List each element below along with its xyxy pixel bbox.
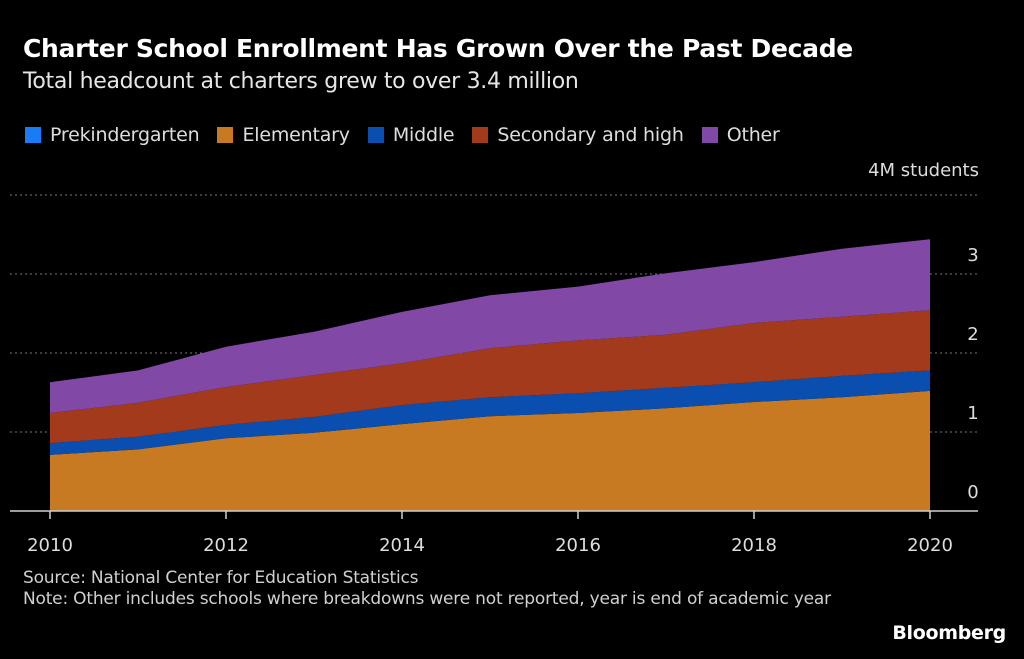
x-tick-label: 2012: [203, 535, 249, 556]
area-middle: [50, 370, 930, 455]
area-other: [50, 239, 930, 413]
y-tick-labels: 0 1 2 3: [967, 245, 978, 503]
legend-label: Middle: [392, 124, 455, 146]
legend-swatch-prekindergarten: [25, 127, 41, 143]
legend-item-other: Other: [701, 124, 780, 146]
legend-item-secondary: Secondary and high: [472, 124, 684, 146]
x-tick-label: 2016: [555, 535, 601, 556]
legend-item-prekindergarten: Prekindergarten: [25, 124, 200, 146]
footer-notes: Source: National Center for Education St…: [23, 568, 843, 610]
legend-label: Other: [726, 124, 780, 146]
source-note: Source: National Center for Education St…: [23, 568, 419, 588]
legend-swatch-other: [701, 127, 718, 143]
x-tick-label: 2014: [379, 535, 425, 556]
legend-label: Elementary: [242, 124, 350, 146]
y-tick-label: 3: [967, 245, 978, 266]
legend-swatch-secondary: [472, 127, 489, 143]
x-tick-labels: 2010 2012 2014 2016 2018 2020: [27, 535, 953, 556]
legend: Prekindergarten Elementary Middle Second…: [25, 124, 798, 146]
y-tick-label: 0: [967, 482, 978, 503]
legend-swatch-elementary: [217, 127, 234, 143]
area-elementary: [50, 390, 930, 511]
legend-label: Secondary and high: [497, 124, 684, 146]
x-tick-label: 2018: [731, 535, 777, 556]
axes: [10, 510, 978, 519]
y-tick-label: 1: [967, 403, 978, 424]
chart-title: Charter School Enrollment Has Grown Over…: [23, 34, 853, 63]
legend-item-elementary: Elementary: [217, 124, 350, 146]
chart-subtitle: Total headcount at charters grew to over…: [23, 69, 579, 94]
area-series: [50, 239, 930, 511]
bloomberg-logo: Bloomberg: [892, 622, 1006, 644]
legend-item-middle: Middle: [367, 124, 455, 146]
x-tick-label: 2010: [27, 535, 73, 556]
footnote: Note: Other includes schools where break…: [23, 589, 831, 609]
y-tick-label: 2: [967, 324, 978, 345]
area-secondary-and-high: [50, 310, 930, 444]
legend-label: Prekindergarten: [50, 124, 200, 146]
legend-swatch-middle: [367, 127, 384, 143]
y-axis-unit-label: 4M students: [868, 160, 979, 181]
x-tick-label: 2020: [907, 535, 953, 556]
